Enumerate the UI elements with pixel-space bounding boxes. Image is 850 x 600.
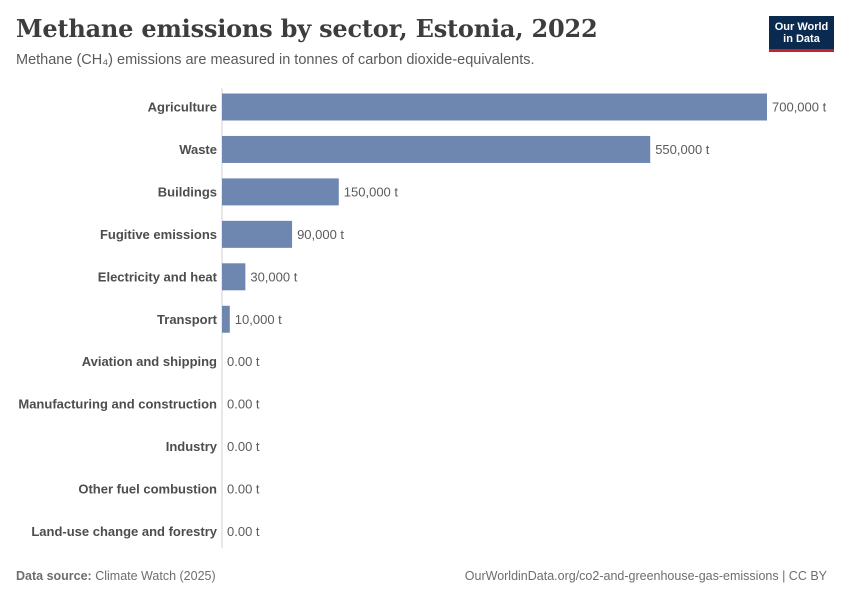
category-label: Fugitive emissions bbox=[100, 227, 217, 242]
value-label: 30,000 t bbox=[250, 269, 297, 284]
bar[interactable] bbox=[222, 178, 339, 206]
category-label: Agriculture bbox=[148, 100, 217, 115]
value-label: 150,000 t bbox=[344, 184, 399, 199]
owid-logo[interactable]: Our World in Data bbox=[769, 16, 834, 52]
category-label: Transport bbox=[157, 312, 218, 327]
value-label: 0.00 t bbox=[227, 524, 260, 539]
category-label: Land-use change and forestry bbox=[31, 524, 217, 539]
value-label: 0.00 t bbox=[227, 482, 260, 497]
data-source: Data source: Climate Watch (2025) bbox=[16, 569, 216, 583]
category-label: Other fuel combustion bbox=[78, 482, 217, 497]
value-label: 700,000 t bbox=[772, 100, 827, 115]
category-label: Aviation and shipping bbox=[82, 354, 217, 369]
value-label: 0.00 t bbox=[227, 439, 260, 454]
category-label: Waste bbox=[179, 142, 217, 157]
logo-line-1: Our World bbox=[774, 20, 829, 33]
logo-line-2: in Data bbox=[783, 32, 820, 45]
footer-url[interactable]: OurWorldinData.org/co2-and-greenhouse-ga… bbox=[464, 569, 827, 583]
category-label: Manufacturing and construction bbox=[18, 397, 217, 412]
category-label: Industry bbox=[166, 439, 218, 454]
value-label: 0.00 t bbox=[227, 397, 260, 412]
data-source-link[interactable]: Climate Watch (2025) bbox=[95, 569, 216, 583]
bar-chart: Agriculture 700,000 t Waste 550,000 t Buildi… bbox=[18, 88, 827, 548]
value-label: 10,000 t bbox=[235, 312, 282, 327]
data-source-label: Data source: bbox=[16, 569, 92, 583]
value-label: 0.00 t bbox=[227, 354, 260, 369]
bar[interactable] bbox=[222, 220, 293, 248]
bar[interactable] bbox=[222, 263, 246, 291]
bar[interactable] bbox=[222, 305, 230, 333]
value-label: 550,000 t bbox=[655, 142, 710, 157]
chart-title: Methane emissions by sector, Estonia, 20… bbox=[16, 14, 598, 43]
value-label: 90,000 t bbox=[297, 227, 344, 242]
bar[interactable] bbox=[222, 93, 767, 121]
bar[interactable] bbox=[222, 135, 651, 163]
category-label: Electricity and heat bbox=[98, 269, 218, 284]
chart-subtitle: Methane (CH₄) emissions are measured in … bbox=[16, 52, 535, 68]
category-label: Buildings bbox=[158, 184, 217, 199]
